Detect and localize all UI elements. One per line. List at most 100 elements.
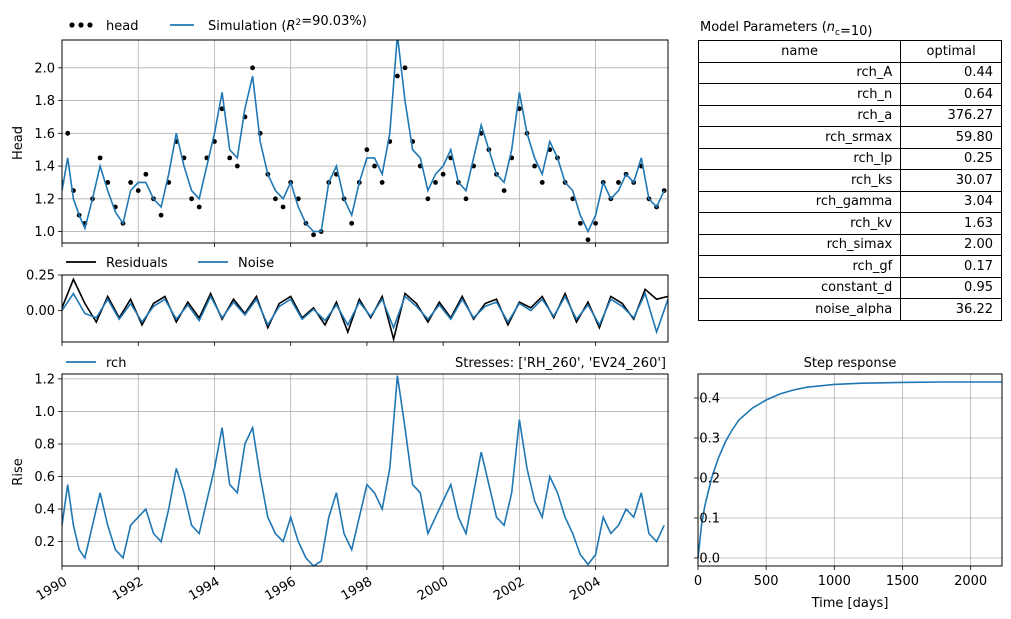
y-tick-label: 1.4 (34, 160, 55, 175)
x-tick-label: 1000 (818, 574, 851, 589)
params-header-row: name optimal (697, 40, 1002, 63)
head-point (250, 65, 255, 71)
param-name: noise_alpha (697, 298, 902, 321)
head-line-1 (62, 40, 665, 234)
legend-rch-label: rch (106, 356, 126, 371)
legend-simulation-math: R (286, 19, 295, 34)
x-tick-label: 1992 (110, 574, 146, 604)
params-row: rch_simax 2.00 (697, 233, 1002, 256)
param-value: 36.22 (900, 298, 1002, 321)
head-ylabel: Head (11, 126, 26, 160)
param-value: 0.17 (900, 255, 1002, 278)
param-name: rch_kv (697, 212, 902, 235)
x-tick-label: 0 (694, 574, 702, 589)
residuals-legend: Residuals Noise (66, 256, 274, 271)
param-value: 0.44 (900, 61, 1002, 84)
params-row: rch_A 0.44 (697, 61, 1002, 84)
x-tick-label: 1996 (263, 574, 299, 604)
params-row: rch_a 376.27 (697, 104, 1002, 127)
params-row: rch_n 0.64 (697, 83, 1002, 106)
rise-legend: rch Stresses: ['RH_260', 'EV24_260'] (66, 356, 666, 371)
head-series (62, 40, 667, 243)
params-table-body: name optimal rch_A 0.44 rch_n 0.64 rch_a 376.27… (697, 40, 1002, 321)
head-point (593, 220, 598, 226)
head-panel: 1.0 1.2 1.4 1.6 1.8 2.0 Head (11, 39, 669, 247)
param-name: rch_gf (697, 255, 902, 278)
head-point (311, 232, 316, 238)
params-table-container: name optimal rch_A 0.44 rch_n 0.64 rch_a 376.27… (697, 40, 1002, 321)
head-legend: head Simulation (R2=90.03%) (69, 14, 367, 34)
head-axes-frame (61, 39, 669, 244)
head-point (135, 188, 141, 194)
legend-residuals-label: Residuals (106, 256, 168, 271)
rise-grid (61, 374, 668, 566)
step-axes-frame (697, 373, 1003, 567)
params-title-text: Model Parameters ( (700, 20, 827, 35)
params-row: rch_kv 1.63 (697, 212, 1002, 235)
step-series (697, 381, 1002, 559)
param-name: rch_srmax (697, 126, 902, 149)
head-point (539, 180, 545, 185)
legend-noise-label: Noise (238, 256, 274, 271)
head-point (585, 237, 591, 243)
y-tick-label: 1.2 (34, 372, 55, 387)
y-tick-label: 2.0 (34, 61, 55, 76)
head-point (273, 196, 278, 202)
head-grid (61, 40, 668, 243)
residuals-panel: 0.00 0.25 (26, 269, 669, 346)
params-title-script: c (835, 28, 840, 38)
x-tick-label: 2002 (491, 574, 527, 604)
rise-series (62, 375, 665, 566)
step-grid (697, 374, 1002, 566)
head-point (570, 196, 576, 202)
y-tick-label: 0.0 (699, 552, 720, 567)
rise-line-0 (62, 375, 665, 566)
param-value: 3.04 (900, 190, 1002, 213)
head-point (158, 212, 164, 218)
params-row: constant_d 0.95 (697, 276, 1002, 299)
y-tick-label: 0.2 (699, 472, 720, 487)
y-tick-label: 1.6 (34, 127, 55, 142)
y-tick-label: 1.0 (34, 225, 55, 240)
residuals-axes-frame (61, 274, 669, 343)
param-value: 59.80 (900, 126, 1002, 149)
x-tick-label: 2000 (954, 574, 987, 589)
stresses-annotation: Stresses: ['RH_260', 'EV24_260'] (455, 356, 666, 371)
params-table-title-text: Model Parameters (nc=10) (700, 20, 873, 39)
param-name: rch_lp (697, 147, 902, 170)
step-title: Step response (804, 356, 897, 371)
rise-ylabel: Rise (11, 458, 26, 485)
param-value: 0.95 (900, 276, 1002, 299)
head-point (425, 196, 431, 202)
legend-simulation-label-text: Simulation (R2=90.03%) (208, 14, 367, 34)
x-tick-label: 1998 (339, 574, 375, 604)
head-point (402, 65, 408, 71)
head-point (501, 188, 507, 194)
params-table: name optimal rch_A 0.44 rch_n 0.64 rch_a 376.27… (697, 40, 1002, 321)
head-yticks: 1.0 1.2 1.4 1.6 1.8 2.0 (34, 61, 62, 240)
residuals-xticks (61, 342, 596, 346)
legend-simulation-text: =90.03%) (301, 14, 367, 29)
head-point (372, 163, 377, 169)
x-tick-label: 1990 (34, 574, 70, 604)
head-point (440, 171, 446, 177)
params-row: rch_gf 0.17 (697, 255, 1002, 278)
legend-simulation-label: Simulation (R2=90.03%) (208, 14, 367, 34)
head-point (227, 155, 233, 161)
legend-head-label: head (106, 19, 138, 34)
param-value: 2.00 (900, 233, 1002, 256)
head-point (394, 73, 400, 79)
head-xticks (61, 243, 596, 247)
param-name: rch_gamma (697, 190, 902, 213)
x-tick-label: 500 (754, 574, 779, 589)
param-name: rch_A (697, 61, 902, 84)
y-tick-label: 0.4 (34, 503, 55, 518)
y-tick-label: 0.4 (699, 392, 720, 407)
step-response-panel: 0.0 0.1 0.2 0.3 0.4 0 500 1000 1500 2000 Step re… (694, 356, 1003, 611)
y-tick-label: 0.3 (699, 432, 720, 447)
y-tick-label: 1.2 (34, 192, 55, 207)
head-point (577, 220, 583, 226)
x-tick-label: 1500 (886, 574, 919, 589)
legend-simulation-text: Simulation ( (208, 19, 286, 34)
y-tick-label: 0.25 (26, 269, 55, 284)
